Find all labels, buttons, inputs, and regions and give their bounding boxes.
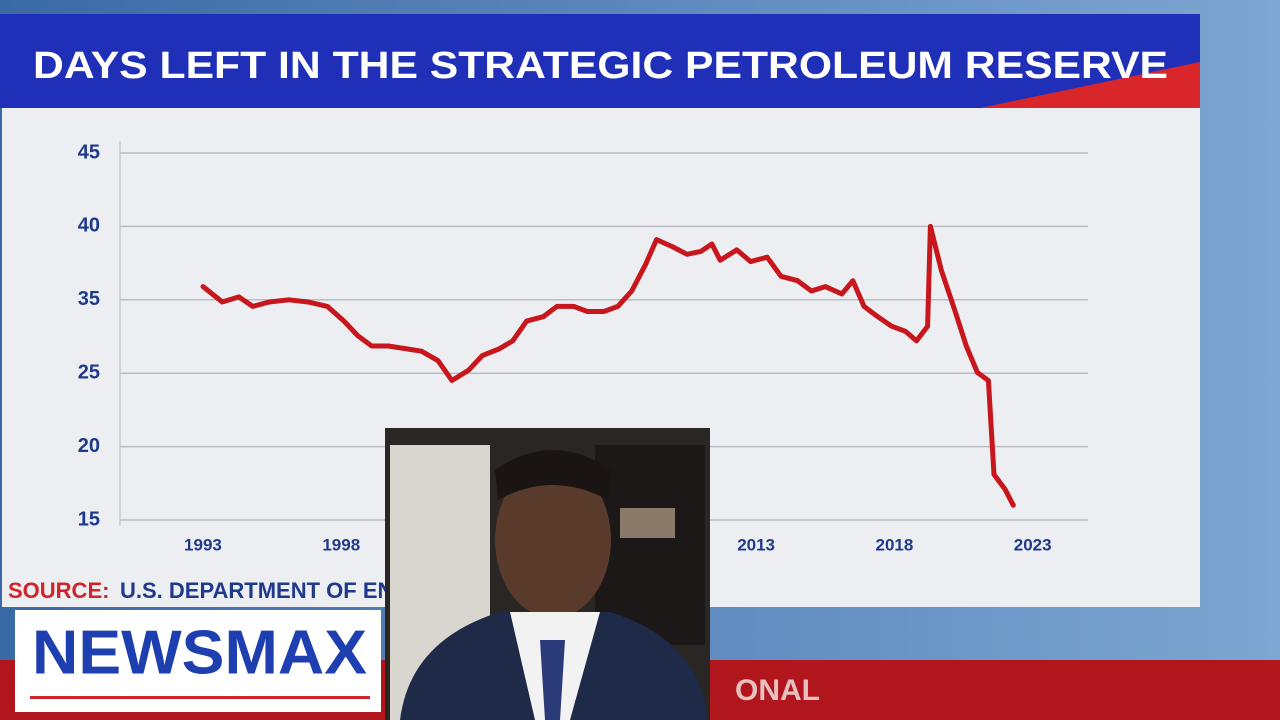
x-tick-label: 1993 bbox=[184, 535, 222, 554]
x-tick-label: 2023 bbox=[1014, 535, 1052, 554]
title-bar bbox=[0, 14, 1200, 108]
video-hair bbox=[495, 450, 611, 500]
video-inset bbox=[385, 428, 710, 720]
y-tick-label: 35 bbox=[78, 288, 100, 310]
ticker-text: ONAL bbox=[735, 674, 820, 707]
x-tick-label: 1998 bbox=[322, 535, 360, 554]
x-tick-label: 2013 bbox=[737, 535, 775, 554]
source-label: SOURCE: bbox=[8, 578, 109, 603]
video-books bbox=[620, 508, 675, 538]
video-head bbox=[495, 462, 611, 618]
y-tick-label: 15 bbox=[78, 508, 100, 530]
chart-title: DAYS LEFT IN THE STRATEGIC PETROLEUM RES… bbox=[33, 45, 1168, 87]
x-tick-label: 2018 bbox=[875, 535, 913, 554]
logo-underline bbox=[30, 696, 370, 699]
title-accent bbox=[980, 62, 1200, 108]
y-tick-label: 25 bbox=[78, 361, 100, 383]
video-shelf bbox=[595, 445, 705, 645]
logo: NEWSMAX bbox=[32, 618, 367, 687]
y-tick-label: 45 bbox=[78, 141, 100, 163]
y-tick-label: 20 bbox=[78, 435, 100, 457]
y-tick-label: 40 bbox=[78, 215, 100, 237]
logo-box bbox=[15, 610, 381, 712]
video-tie bbox=[540, 640, 565, 720]
data-line bbox=[200, 223, 1016, 508]
